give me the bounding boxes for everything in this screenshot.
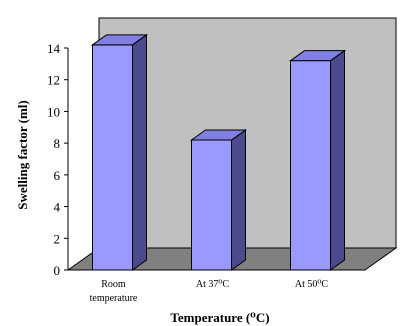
bar <box>288 49 347 271</box>
y-tick-label: 0 <box>54 263 61 278</box>
bar-top <box>288 50 347 62</box>
y-tick-label: 10 <box>47 104 60 119</box>
bar-side <box>132 33 147 271</box>
y-tick-label: 6 <box>54 168 61 183</box>
bars <box>90 33 347 271</box>
bar-side <box>330 49 345 271</box>
x-tick-label: At 37⁰C <box>196 279 230 290</box>
bar-side <box>231 128 246 271</box>
bar <box>90 33 149 271</box>
x-tick-label: temperature <box>90 293 138 304</box>
bar-front <box>290 60 331 271</box>
bar-top <box>90 34 149 46</box>
y-tick-label: 2 <box>54 231 61 246</box>
y-tick-label: 8 <box>54 136 61 151</box>
y-tick-label: 14 <box>47 41 61 56</box>
x-axis-title: Temperature (⁰C) <box>170 310 269 325</box>
bar-top <box>189 129 248 141</box>
x-axis-labels: Room temperature At 37⁰C At 50⁰C <box>90 279 329 304</box>
y-axis-title: Swelling factor (ml) <box>15 100 30 210</box>
bar-front <box>92 44 133 271</box>
y-axis-ticks: 0 2 4 6 8 10 12 14 <box>47 41 68 278</box>
bar-front <box>191 139 232 271</box>
x-tick-label: At 50⁰C <box>295 279 329 290</box>
y-tick-label: 4 <box>54 200 61 215</box>
bar <box>189 128 248 271</box>
y-tick-label: 12 <box>47 73 60 88</box>
x-tick-label: Room <box>101 279 126 290</box>
